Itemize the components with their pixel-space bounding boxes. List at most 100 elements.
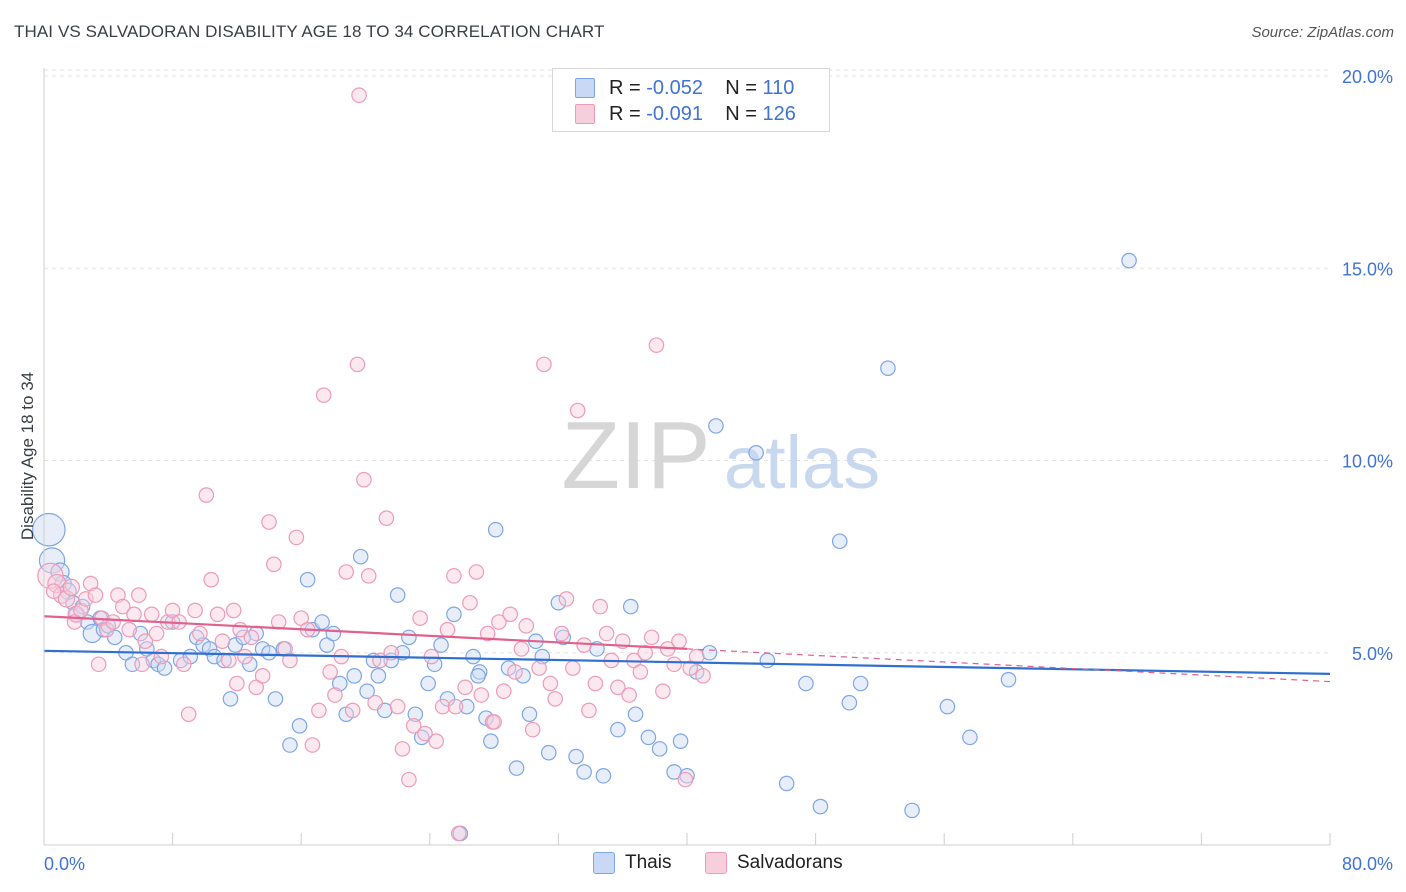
salvadorans-point <box>198 487 215 503</box>
salvadorans-point <box>565 660 581 676</box>
salvadorans-point <box>547 691 563 707</box>
salvadorans-point <box>349 356 366 373</box>
legend-r-value-thais: -0.052 <box>646 77 703 99</box>
salvadorans-point <box>569 402 586 419</box>
watermark-zip: ZIP <box>561 402 710 509</box>
salvadorans-point <box>77 591 94 607</box>
thais-point <box>331 675 348 692</box>
thais-point <box>314 614 330 630</box>
thais-point <box>420 675 436 692</box>
salvadorans-point <box>209 606 226 623</box>
salvadorans-point <box>266 556 282 573</box>
thais-point <box>470 668 486 684</box>
thais-trend-line <box>43 649 1331 675</box>
salvadorans-point <box>47 573 67 594</box>
thais-point <box>325 625 342 642</box>
thais-point <box>50 562 70 582</box>
thais-point <box>458 698 475 715</box>
salvadorans-point <box>311 702 327 719</box>
salvadorans-point <box>126 606 142 623</box>
source-label: Source: ZipAtlas.com <box>1251 24 1394 41</box>
salvadorans-point <box>621 687 637 703</box>
salvadorans-point <box>282 652 298 669</box>
legend-r-label: R = <box>609 77 641 99</box>
thais-point <box>282 737 298 753</box>
salvadorans-point <box>677 771 694 788</box>
y-tick-label: 10.0% <box>1342 452 1393 472</box>
salvadorans-point <box>288 529 305 546</box>
salvadorans-point <box>82 575 99 592</box>
salvadorans-point <box>338 564 355 580</box>
salvadorans-point <box>513 641 530 657</box>
salvadorans-point <box>134 656 150 673</box>
salvadorans-point <box>148 625 165 642</box>
thais-point <box>701 644 718 661</box>
salvadorans-point <box>637 644 654 661</box>
salvadorans-point <box>203 571 219 588</box>
thais-point <box>962 729 978 746</box>
thais-point <box>521 706 538 723</box>
legend-n-label: N = <box>725 103 757 125</box>
salvadorans-point <box>553 625 570 642</box>
salvadorans-point <box>655 683 671 699</box>
salvadorans-point <box>666 656 682 673</box>
thais-point <box>1121 252 1137 269</box>
salvadorans-point <box>344 702 361 719</box>
salvadorans-point <box>632 664 649 680</box>
thais-point <box>568 748 584 765</box>
thais-point <box>401 629 417 646</box>
thais-point <box>291 718 308 734</box>
salvadorans-trend-line <box>43 615 688 651</box>
salvadorans-point <box>439 621 456 638</box>
thais-point <box>812 798 829 815</box>
salvadorans-point <box>648 337 665 353</box>
salvadorans-point <box>598 625 615 642</box>
thais-point <box>622 598 639 615</box>
salvadorans-point <box>486 714 502 730</box>
legend-r-value-salvadorans: -0.091 <box>646 103 703 125</box>
thais-point <box>487 521 504 538</box>
legend-n-value-thais: 110 <box>762 77 795 99</box>
salvadorans-point <box>105 614 121 630</box>
salvadorans-point <box>428 733 445 749</box>
salvadorans-point <box>110 587 126 603</box>
salvadorans-point <box>322 664 338 680</box>
thais-point <box>433 637 449 653</box>
thais-point <box>352 548 369 565</box>
trend-layer <box>43 615 1331 683</box>
salvadorans-point <box>192 625 208 642</box>
thais-point <box>261 644 277 661</box>
thais-point <box>515 668 531 684</box>
x-tick-label-min: 0.0% <box>44 854 85 874</box>
thais-point <box>465 648 482 665</box>
salvadorans-point <box>531 660 547 676</box>
salvadorans-point <box>468 564 485 580</box>
thais-point <box>299 571 316 588</box>
thais-point <box>708 418 724 434</box>
legend-label-salvadorans: Salvadorans <box>737 852 843 873</box>
salvadorans-point <box>581 702 597 719</box>
salvadorans-point <box>315 387 332 403</box>
legend-label-thais: Thais <box>625 852 672 873</box>
thais-point <box>267 691 284 707</box>
salvadorans-point <box>356 471 372 488</box>
legend-swatch-thais <box>575 78 595 98</box>
salvadorans-point <box>592 598 608 615</box>
salvadorans-point <box>394 741 411 757</box>
thais-point <box>759 652 776 669</box>
y-axis-label: Disability Age 18 to 34 <box>18 372 37 540</box>
y-tick-label: 20.0% <box>1342 67 1393 87</box>
thais-point <box>610 721 626 738</box>
thais-point <box>446 606 462 623</box>
x-tick-label-max: 80.0% <box>1342 854 1393 874</box>
salvadorans-point <box>507 664 523 680</box>
salvadorans-point <box>542 675 559 692</box>
thais-point <box>508 760 525 776</box>
thais-point <box>939 698 956 715</box>
thais-point <box>156 660 173 676</box>
salvadorans-point <box>90 656 107 673</box>
salvadorans-point <box>304 737 321 753</box>
salvadorans-point <box>457 679 473 696</box>
watermark: ZIP atlas <box>561 402 880 509</box>
